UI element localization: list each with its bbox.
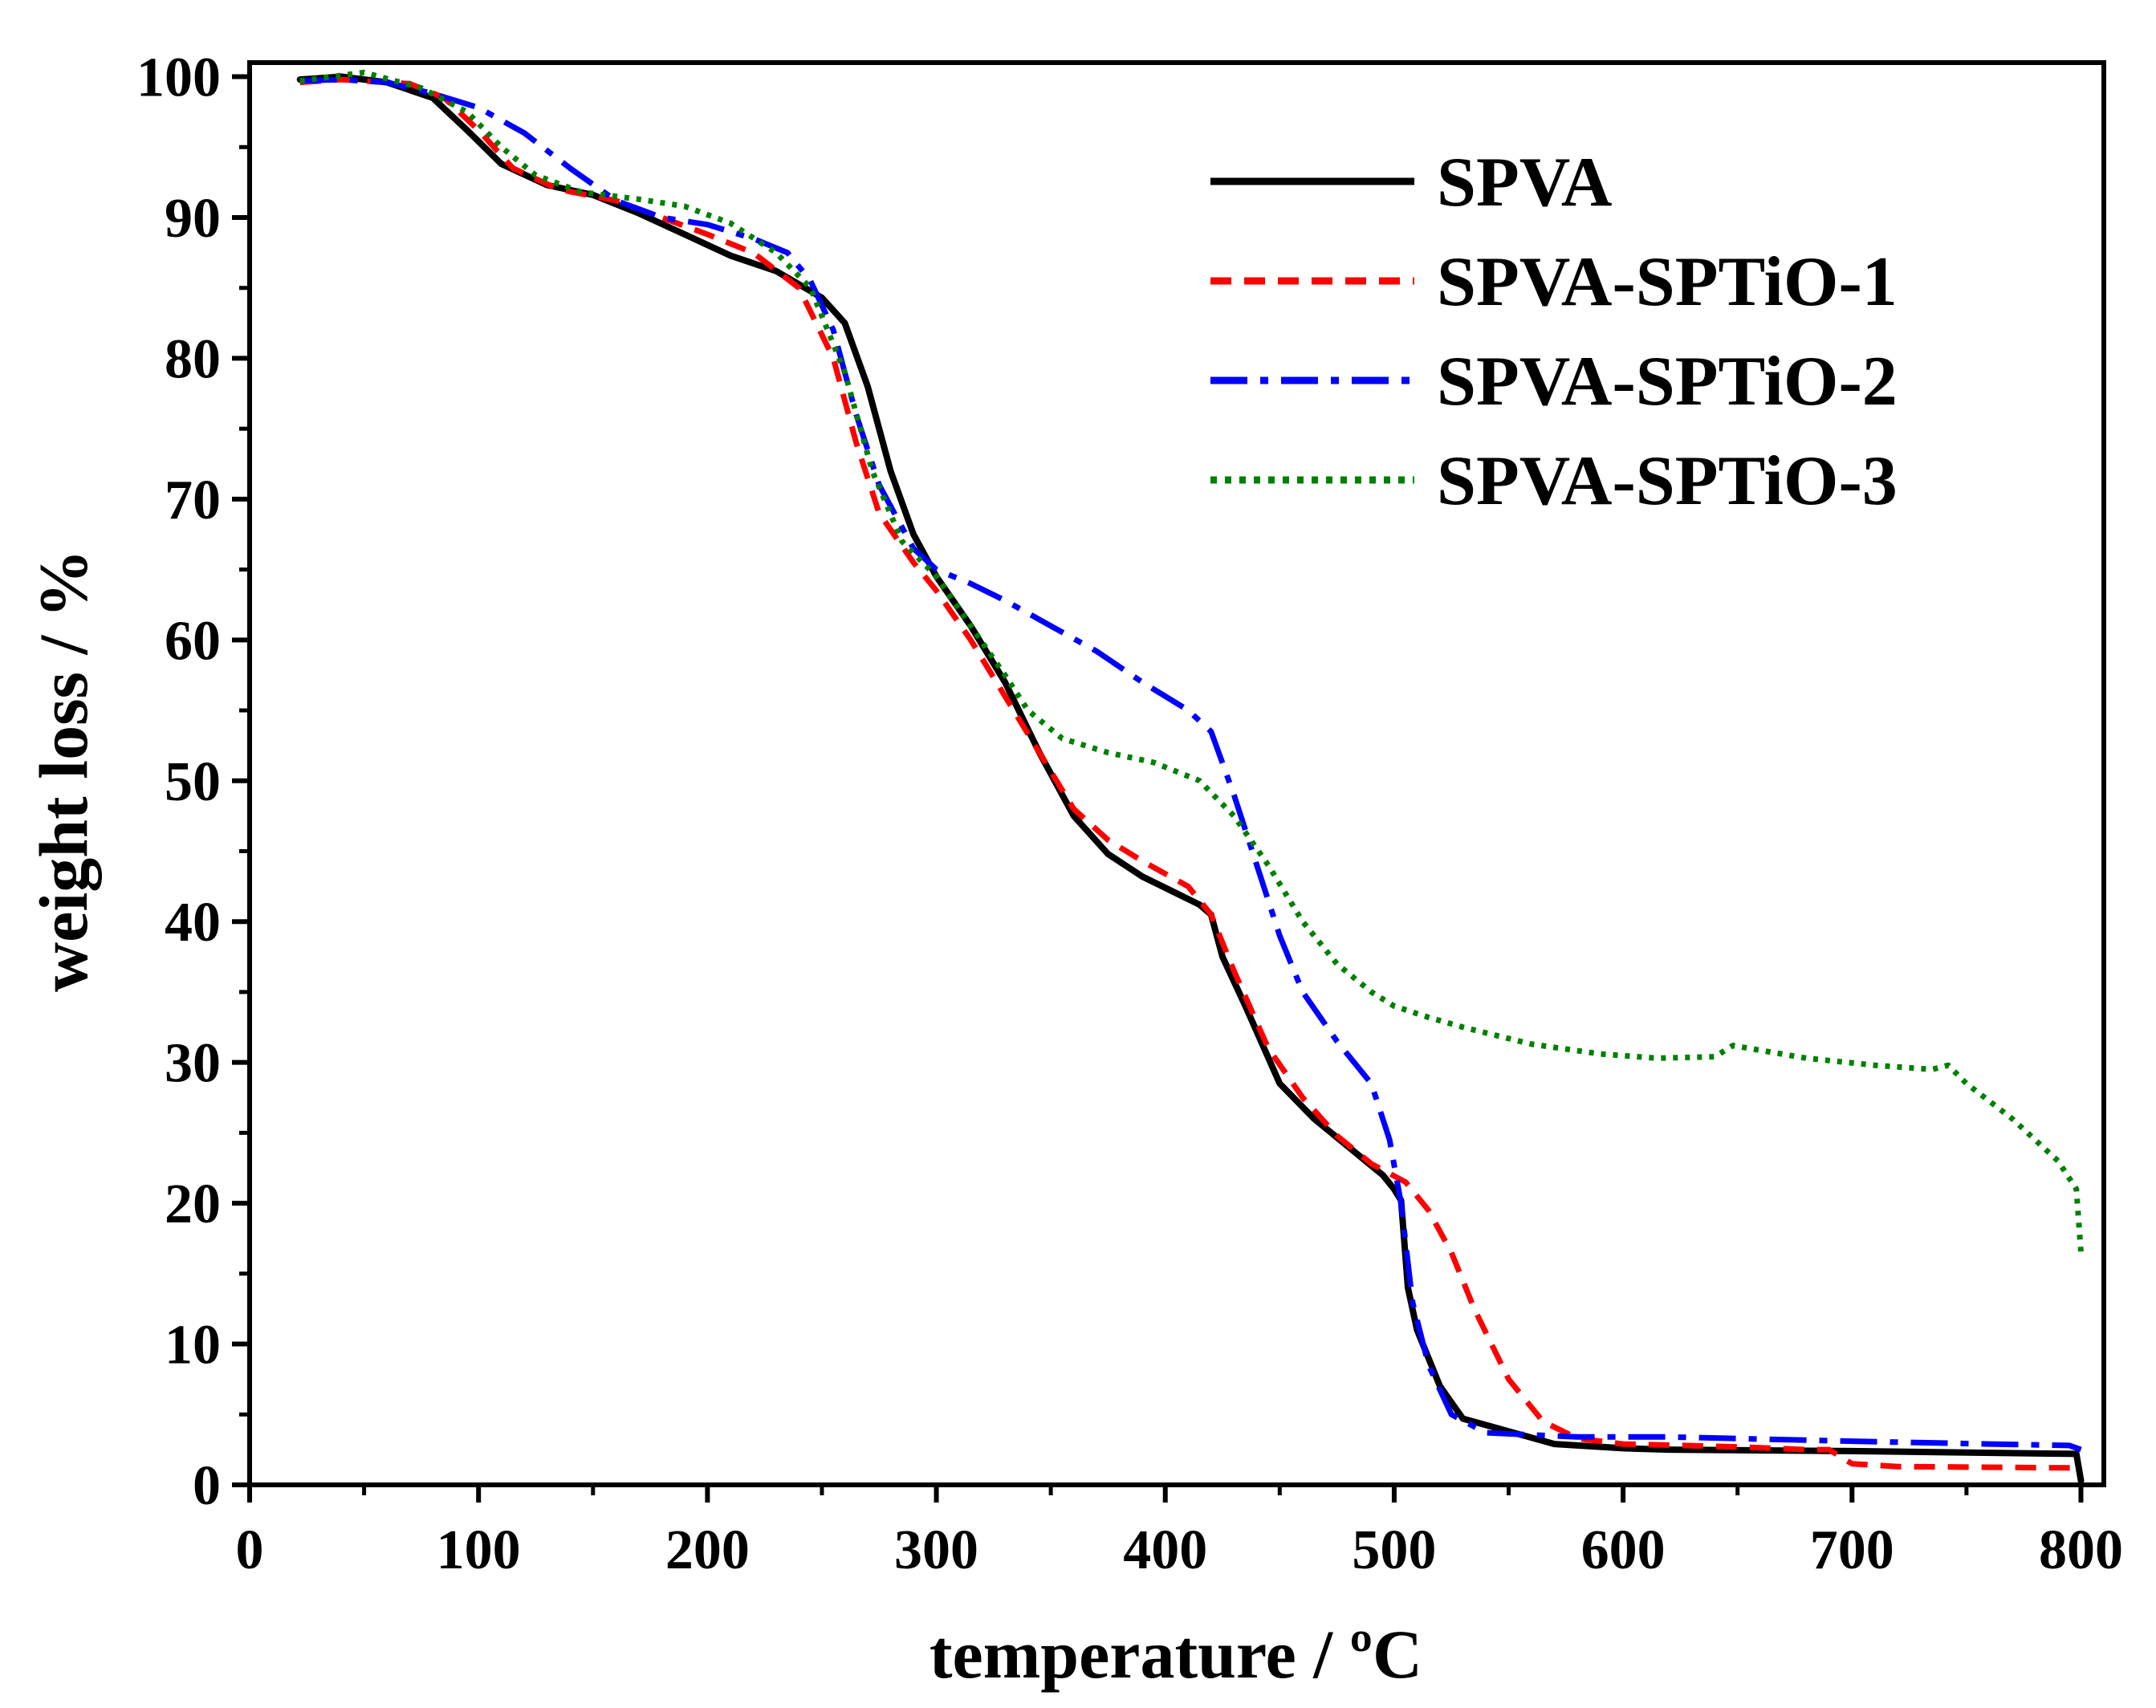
x-tick-label-600: 600 [1581,1519,1666,1581]
x-tick-label-400: 400 [1123,1519,1207,1581]
legend-label-spva-sptio-3: SPVA-SPTiO-3 [1437,442,1898,520]
legend-label-spva-sptio-2: SPVA-SPTiO-2 [1437,343,1898,421]
y-axis-title: weight loss / % [25,549,102,992]
series-line-spva-sptio-1 [299,76,2081,1471]
x-tick-label-100: 100 [437,1519,521,1581]
x-tick-label-200: 200 [665,1519,750,1581]
x-axis-title-text: temperature / [930,1616,1350,1693]
y-tick-label-10: 10 [165,1315,221,1377]
x-tick-label-500: 500 [1352,1519,1436,1581]
series-line-spva-sptio-3 [299,69,2084,1253]
x-tick-label-0: 0 [236,1519,264,1581]
series-lines [296,69,2085,1484]
series-line-spva-sptio-2 [299,76,2082,1453]
y-tick-label-20: 20 [165,1173,221,1235]
series-line-spva [296,73,2085,1484]
y-tick-label-40: 40 [165,892,221,954]
axis-ticks: 0 100 200 300 400 500 600 700 800 0 10 20 30 40 50 60 70… [136,47,2123,1581]
x-tick-label-800: 800 [2039,1519,2123,1581]
y-tick-label-80: 80 [165,328,221,390]
y-tick-label-50: 50 [165,751,221,813]
y-tick-label-30: 30 [165,1033,221,1095]
x-axis-title: temperature / ºC [930,1616,1422,1693]
legend-label-spva: SPVA [1437,144,1612,222]
x-tick-label-700: 700 [1810,1519,1894,1581]
legend: SPVA SPVA-SPTiO-1 SPVA-SPTiO-2 SPVA-SPTiO-3 [1210,144,1898,520]
y-tick-label-60: 60 [165,610,221,672]
y-tick-label-0: 0 [193,1455,221,1517]
y-tick-label-90: 90 [165,188,221,250]
legend-label-spva-sptio-1: SPVA-SPTiO-1 [1437,243,1898,321]
x-axis-title-unit: ºC [1350,1616,1423,1693]
plot-area [247,60,2106,1487]
y-tick-label-70: 70 [165,470,221,531]
y-tick-label-100: 100 [136,47,221,109]
x-tick-label-300: 300 [894,1519,978,1581]
